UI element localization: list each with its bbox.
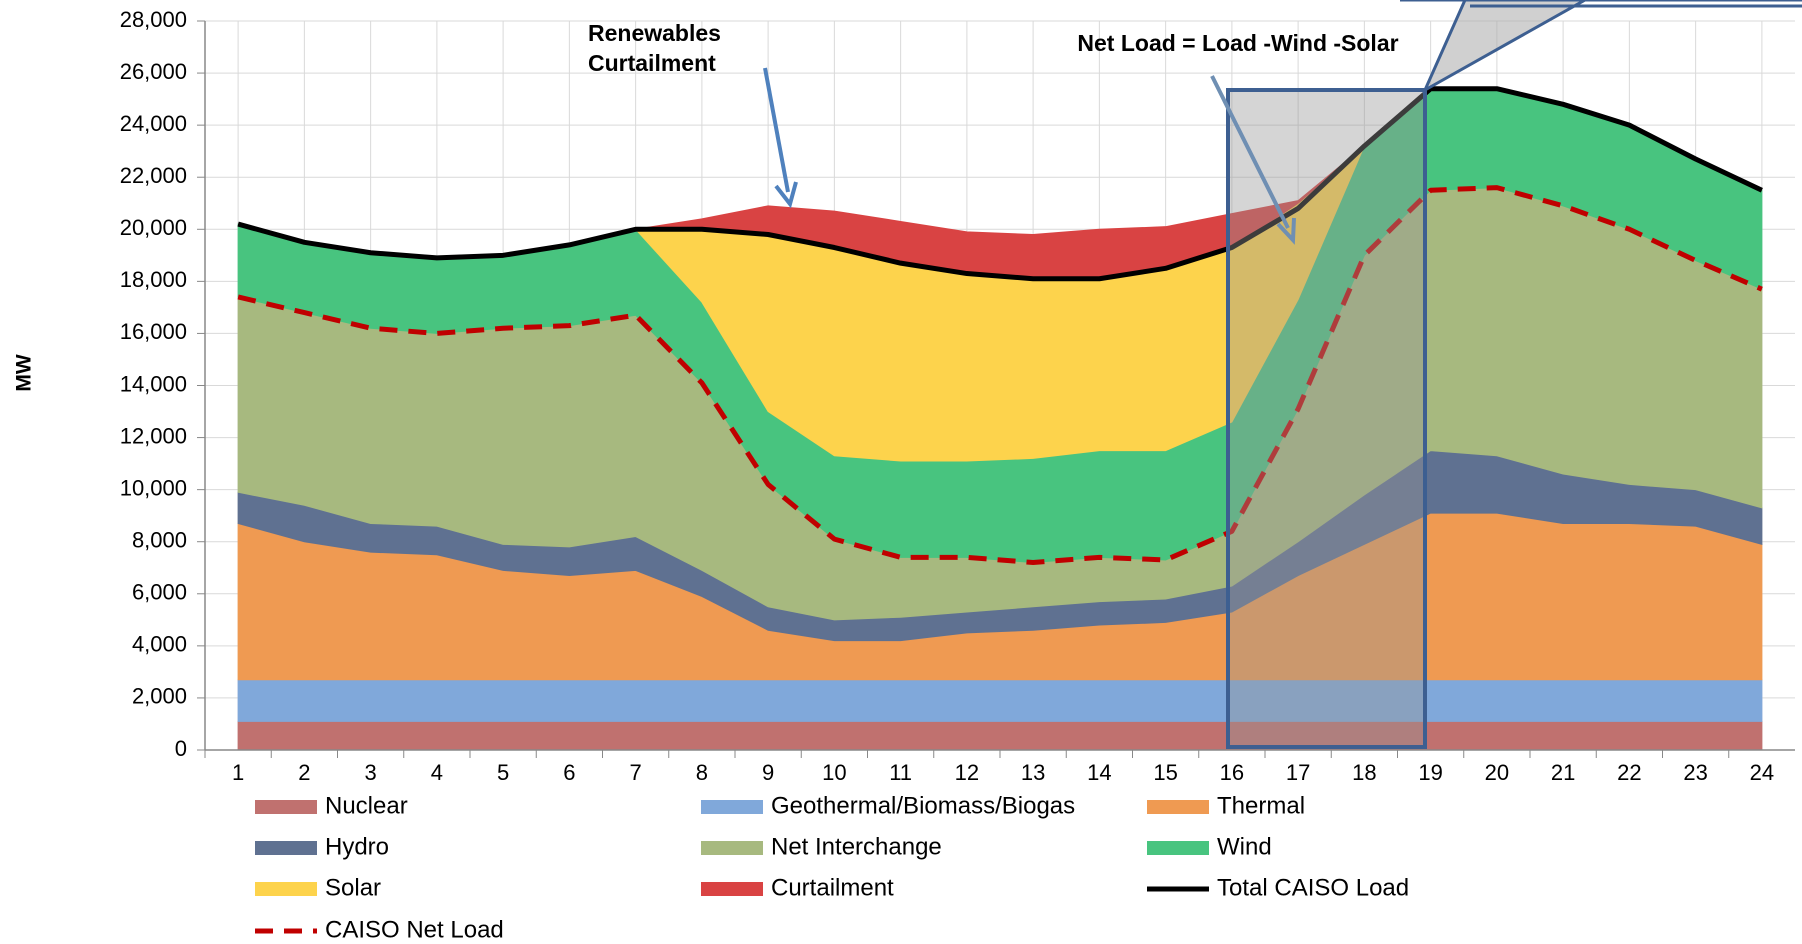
y-tick-label: 20,000 (120, 215, 187, 240)
y-tick-label: 28,000 (120, 7, 187, 32)
callout-box (1226, 88, 1427, 749)
arrow-head (774, 181, 798, 209)
legend-label: Thermal (1217, 792, 1305, 819)
x-tick-label: 23 (1683, 760, 1707, 785)
x-tick-label: 14 (1087, 760, 1111, 785)
x-tick-label: 9 (762, 760, 774, 785)
y-tick-label: 4,000 (132, 632, 187, 657)
area (237, 720, 1763, 751)
arrow-head (1276, 217, 1296, 245)
legend-swatch (701, 800, 763, 814)
x-tick-label: 6 (563, 760, 575, 785)
legend-label: Net Interchange (771, 833, 942, 860)
legend-swatch (701, 882, 763, 896)
line (237, 185, 1763, 566)
x-tick-label: 1 (232, 760, 244, 785)
y-tick-label: 2,000 (132, 684, 187, 709)
x-tick-label: 21 (1551, 760, 1575, 785)
x-tick-label: 4 (431, 760, 443, 785)
area (237, 679, 1763, 722)
x-tick-label: 5 (497, 760, 509, 785)
x-tick-label: 18 (1352, 760, 1376, 785)
x-tick-label: 10 (822, 760, 846, 785)
legend-swatch (255, 841, 317, 855)
x-tick-label: 12 (955, 760, 979, 785)
x-tick-label: 2 (298, 760, 310, 785)
x-tick-label: 3 (365, 760, 377, 785)
line (237, 86, 1763, 282)
y-tick-label: 16,000 (120, 319, 187, 344)
arrow (1210, 75, 1290, 229)
legend-label: Solar (325, 874, 381, 901)
legend-label: Geothermal/Biomass/Biogas (771, 792, 1075, 819)
legend-label: Total CAISO Load (1217, 874, 1409, 901)
x-tick-label: 8 (696, 760, 708, 785)
y-tick-label: 10,000 (120, 475, 187, 500)
y-axis-label: MW (13, 354, 36, 391)
y-tick-label: 14,000 (120, 371, 187, 396)
legend-label: Wind (1217, 833, 1272, 860)
x-tick-label: 11 (889, 760, 912, 785)
x-tick-label: 15 (1153, 760, 1177, 785)
y-tick-label: 12,000 (120, 423, 187, 448)
x-tick-label: 17 (1286, 760, 1310, 785)
y-tick-label: 6,000 (132, 580, 187, 605)
x-tick-label: 16 (1220, 760, 1244, 785)
x-tick-label: 24 (1750, 760, 1774, 785)
x-tick-label: 19 (1418, 760, 1442, 785)
y-tick-label: 26,000 (120, 59, 187, 84)
legend-label: Nuclear (325, 792, 408, 819)
x-tick-label: 7 (630, 760, 642, 785)
legend-label: Curtailment (771, 874, 894, 901)
y-tick-label: 18,000 (120, 267, 187, 292)
legend-swatch (255, 882, 317, 896)
y-tick-label: 8,000 (132, 528, 187, 553)
y-tick-label: 22,000 (120, 163, 187, 188)
annotation: Net Load = Load -Wind -Solar (1077, 30, 1398, 56)
callout-top (1400, 0, 1802, 8)
annotation: Renewables (588, 20, 721, 46)
x-tick-label: 22 (1617, 760, 1641, 785)
legend-swatch (1147, 800, 1209, 814)
legend-label: CAISO Net Load (325, 916, 504, 943)
legend-swatch (1147, 841, 1209, 855)
annotation: Curtailment (588, 50, 716, 76)
x-tick-label: 13 (1021, 760, 1045, 785)
legend-swatch (255, 800, 317, 814)
arrow (763, 67, 790, 193)
x-tick-label: 20 (1485, 760, 1509, 785)
callout-wedge (1421, 0, 1589, 94)
y-tick-label: 24,000 (120, 111, 187, 136)
y-tick-label: 0 (175, 736, 187, 761)
legend-label: Hydro (325, 833, 389, 860)
legend-swatch (701, 841, 763, 855)
